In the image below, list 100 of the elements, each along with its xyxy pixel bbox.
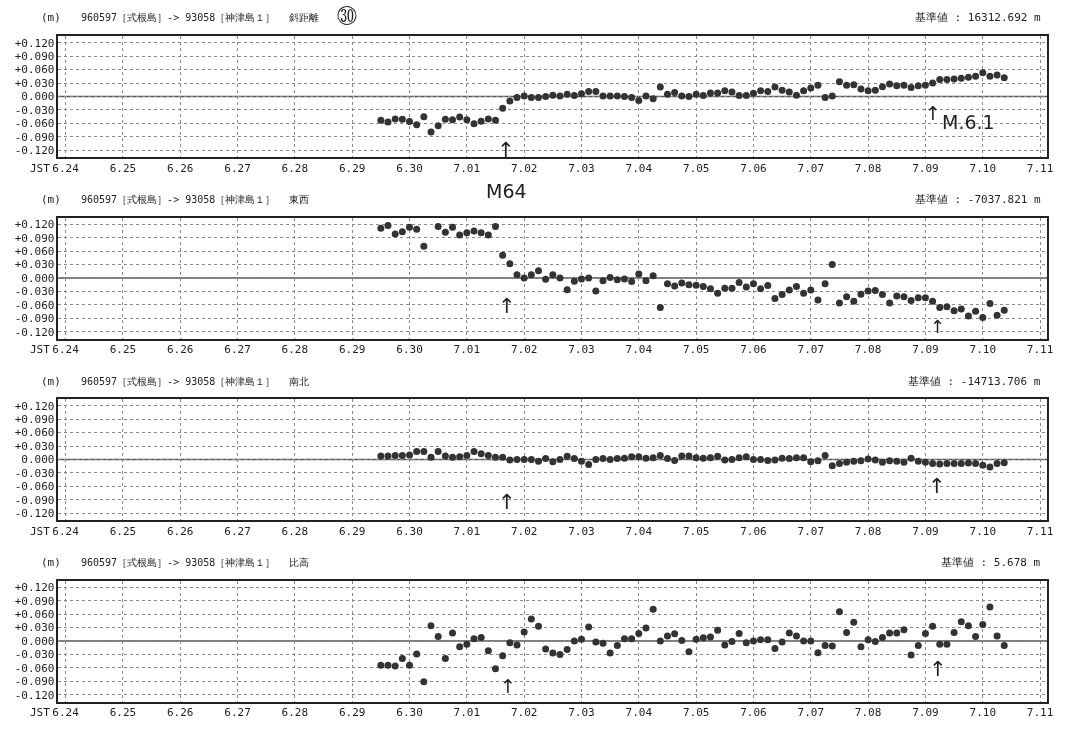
annotation: ↑ — [500, 675, 516, 697]
x-tick-label: 7.04 — [625, 524, 653, 538]
x-tick-label: 6.24 — [52, 161, 80, 175]
y-axis-title: (m) — [41, 193, 61, 206]
y-tick-label: +0.090 — [14, 413, 55, 427]
x-tick-label: 7.03 — [568, 161, 595, 175]
x-axis-title: JST — [30, 343, 51, 356]
x-tick-label: 6.28 — [281, 161, 309, 175]
y-tick-label: -0.120 — [14, 688, 55, 702]
y-tick-label: -0.060 — [14, 661, 55, 675]
y-tick-label: -0.120 — [14, 325, 55, 339]
x-tick-label: 7.05 — [682, 524, 710, 538]
y-axis-title: (m) — [41, 11, 61, 24]
x-tick-label: 7.05 — [682, 706, 710, 720]
x-tick-label: 7.03 — [568, 706, 595, 720]
x-axis-title: JST — [30, 525, 51, 538]
x-tick-label: 7.08 — [854, 524, 882, 538]
x-tick-label: 7.04 — [625, 161, 653, 175]
x-tick-label: 7.09 — [912, 706, 939, 720]
x-tick-label: 7.09 — [912, 161, 939, 175]
y-tick-label: 0.000 — [21, 271, 55, 285]
x-tick-label: 7.03 — [568, 343, 595, 357]
y-tick-label: +0.090 — [14, 594, 55, 608]
x-tick-label: 7.02 — [510, 706, 538, 720]
y-tick-label: -0.060 — [14, 298, 55, 312]
x-tick-label: 7.04 — [625, 343, 653, 357]
x-tick-label: 6.27 — [224, 161, 251, 175]
x-tick-label: 7.01 — [453, 524, 481, 538]
x-tick-label: 7.01 — [453, 706, 481, 720]
x-tick-label: 7.11 — [1026, 524, 1054, 538]
y-tick-label: 0.000 — [21, 634, 55, 648]
x-axis-title: JST — [30, 706, 51, 719]
chart-subtitle: 東西 — [289, 194, 309, 205]
x-tick-label: 7.10 — [969, 524, 997, 538]
y-tick-label: 0.000 — [21, 90, 55, 104]
y-tick-label: +0.030 — [14, 621, 55, 635]
x-tick-label: 7.11 — [1026, 343, 1054, 357]
x-tick-label: 7.05 — [682, 161, 710, 175]
x-tick-label: 7.09 — [912, 524, 939, 538]
y-axis-title: (m) — [41, 375, 61, 388]
x-tick-label: 6.27 — [224, 524, 251, 538]
annotation: ↑ — [498, 294, 516, 318]
y-tick-label: -0.120 — [14, 507, 55, 521]
text: 基準値 : 16312.692 m — [915, 11, 1042, 24]
x-tick-label: 7.06 — [740, 706, 767, 720]
x-tick-label: 6.25 — [109, 161, 137, 175]
annotation: ↑ — [497, 138, 515, 162]
x-tick-label: 7.10 — [969, 706, 997, 720]
x-tick-label: 7.09 — [912, 343, 939, 357]
y-tick-label: +0.120 — [14, 581, 55, 595]
y-tick-label: -0.090 — [14, 493, 55, 507]
x-tick-label: 7.10 — [969, 343, 997, 357]
annotation: ↑ — [929, 657, 947, 681]
text: 基準値 : 5.678 m — [941, 556, 1041, 569]
chart-title: 960597［式根島］-> 93058［神津島１］ — [81, 376, 276, 387]
chart-title: 960597［式根島］-> 93058［神津島１］ — [81, 194, 276, 205]
x-tick-label: 7.07 — [797, 343, 825, 357]
x-tick-label: 6.26 — [166, 524, 194, 538]
annotation: ↑ — [498, 490, 516, 514]
x-tick-label: 7.02 — [510, 161, 538, 175]
x-tick-label: 7.08 — [854, 706, 882, 720]
x-tick-label: 6.26 — [166, 161, 194, 175]
y-tick-label: +0.030 — [14, 258, 55, 272]
y-tick-label: -0.030 — [14, 648, 55, 662]
y-tick-label: +0.090 — [14, 231, 55, 245]
x-tick-label: 7.06 — [740, 343, 767, 357]
chart-subtitle: 斜距離 — [289, 12, 319, 23]
x-tick-label: 6.26 — [166, 706, 194, 720]
x-tick-label: 6.25 — [109, 343, 137, 357]
x-tick-label: 6.29 — [338, 161, 366, 175]
y-tick-label: +0.060 — [14, 607, 55, 621]
x-tick-label: 6.30 — [396, 161, 423, 175]
x-tick-label: 7.02 — [510, 524, 538, 538]
text: ㉚ — [337, 4, 357, 28]
y-tick-label: -0.060 — [14, 117, 55, 131]
chart-title: 960597［式根島］-> 93058［神津島１］ — [81, 557, 276, 568]
x-tick-label: 6.27 — [224, 706, 251, 720]
x-tick-label: 7.04 — [625, 706, 653, 720]
y-tick-label: -0.060 — [14, 480, 55, 494]
x-tick-label: 7.07 — [797, 161, 825, 175]
y-tick-label: -0.030 — [14, 285, 55, 299]
x-tick-label: 7.06 — [740, 524, 767, 538]
x-tick-label: 7.08 — [854, 343, 882, 357]
text: M64 — [486, 180, 527, 202]
x-axis-title: JST — [30, 162, 51, 175]
x-tick-label: 6.29 — [338, 706, 366, 720]
y-tick-label: +0.120 — [14, 36, 55, 50]
x-tick-label: 6.30 — [396, 524, 423, 538]
y-tick-label: -0.090 — [14, 130, 55, 144]
y-tick-label: -0.030 — [14, 466, 55, 480]
annotation: ↑ — [925, 102, 941, 124]
y-tick-label: -0.090 — [14, 675, 55, 689]
y-tick-label: +0.090 — [14, 50, 55, 64]
x-tick-label: 6.25 — [109, 706, 137, 720]
x-tick-label: 6.28 — [281, 343, 309, 357]
text: 基準値 : -14713.706 m — [908, 375, 1041, 388]
y-tick-label: +0.060 — [14, 426, 55, 440]
y-tick-label: +0.030 — [14, 439, 55, 453]
x-tick-label: 7.01 — [453, 161, 481, 175]
x-tick-label: 6.30 — [396, 343, 423, 357]
